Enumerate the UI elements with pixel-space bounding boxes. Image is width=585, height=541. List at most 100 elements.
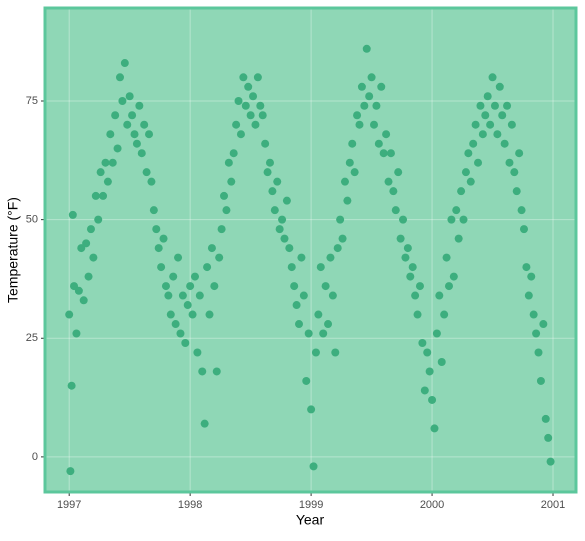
y-tick-label: 50	[26, 214, 38, 226]
point	[161, 282, 170, 291]
point	[428, 395, 437, 404]
point	[130, 130, 139, 139]
point	[74, 286, 83, 295]
point	[423, 348, 432, 357]
point	[89, 253, 98, 262]
point	[495, 82, 504, 91]
point	[471, 120, 480, 129]
point	[251, 120, 260, 129]
point	[440, 310, 449, 319]
point	[544, 433, 553, 442]
point	[454, 234, 463, 243]
point	[307, 405, 316, 414]
point	[336, 215, 345, 224]
point	[147, 177, 156, 186]
point	[321, 282, 330, 291]
point	[474, 158, 483, 167]
x-tick-label: 1998	[178, 499, 202, 511]
point	[464, 149, 473, 158]
point	[210, 282, 219, 291]
point	[360, 101, 369, 110]
point	[512, 187, 521, 196]
point	[96, 168, 105, 177]
point	[65, 310, 74, 319]
point	[522, 263, 531, 272]
point	[396, 234, 405, 243]
point	[261, 139, 270, 148]
point	[137, 149, 146, 158]
x-tick-label: 1999	[299, 499, 323, 511]
point	[534, 348, 543, 357]
point	[411, 291, 420, 300]
point	[154, 244, 163, 253]
point	[435, 291, 444, 300]
point	[459, 215, 468, 224]
point	[203, 263, 212, 272]
point	[406, 272, 415, 281]
point	[207, 244, 216, 253]
point	[481, 111, 490, 120]
point	[222, 206, 231, 215]
point	[478, 130, 487, 139]
point	[111, 111, 120, 120]
point	[345, 158, 354, 167]
point	[103, 177, 112, 186]
point	[66, 467, 75, 476]
point	[326, 253, 335, 262]
point	[190, 272, 199, 281]
point	[302, 376, 311, 385]
point	[370, 120, 379, 129]
point	[340, 177, 349, 186]
point	[183, 301, 192, 310]
point	[353, 111, 362, 120]
point	[113, 144, 122, 153]
point	[430, 424, 439, 433]
point	[295, 320, 304, 329]
point	[290, 282, 299, 291]
point	[466, 177, 475, 186]
point	[227, 177, 236, 186]
point	[401, 253, 410, 262]
point	[314, 310, 323, 319]
point	[316, 263, 325, 272]
point	[437, 357, 446, 366]
point	[413, 310, 422, 319]
point	[515, 149, 524, 158]
point	[72, 329, 81, 338]
point	[270, 206, 279, 215]
point	[415, 282, 424, 291]
point	[145, 130, 154, 139]
point	[493, 130, 502, 139]
point	[205, 310, 214, 319]
point	[510, 168, 519, 177]
x-tick-label: 2001	[541, 499, 565, 511]
point	[355, 120, 364, 129]
x-tick-label: 1997	[57, 499, 81, 511]
point	[507, 120, 516, 129]
point	[287, 263, 296, 272]
y-tick-label: 25	[26, 332, 38, 344]
point	[164, 291, 173, 300]
point	[174, 253, 183, 262]
point	[79, 296, 88, 305]
point	[220, 191, 229, 200]
point	[486, 120, 495, 129]
point	[447, 215, 456, 224]
point	[311, 348, 320, 357]
point	[186, 282, 195, 291]
point	[234, 97, 243, 106]
point	[517, 206, 526, 215]
point	[285, 244, 294, 253]
point	[490, 101, 499, 110]
point	[432, 329, 441, 338]
point	[309, 462, 318, 471]
x-tick-label: 2000	[420, 499, 444, 511]
point	[217, 225, 226, 234]
point	[149, 206, 158, 215]
point	[224, 158, 233, 167]
point	[68, 210, 77, 219]
point	[498, 111, 507, 120]
point	[536, 376, 545, 385]
point	[115, 73, 124, 82]
